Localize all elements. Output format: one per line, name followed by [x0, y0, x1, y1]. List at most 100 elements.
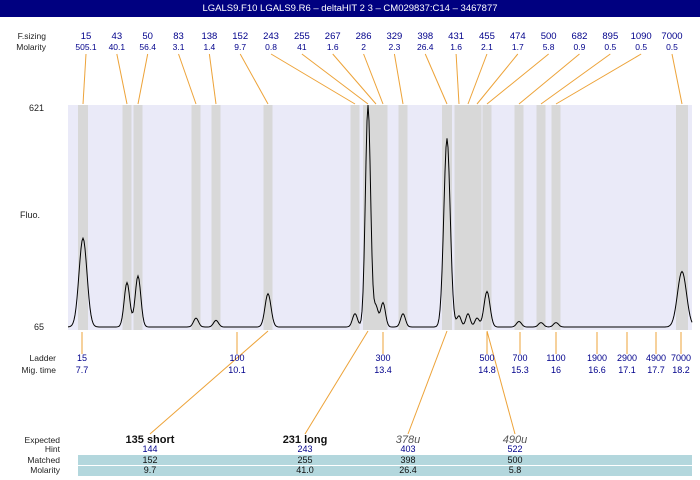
ladder-mig-time-value: 16	[551, 365, 561, 375]
ladder-size-value: 7000	[671, 353, 691, 363]
size-connector-line	[178, 53, 197, 105]
product-molarity-value: 9.7	[144, 465, 157, 475]
peak-molarity-value: 41	[297, 42, 307, 52]
size-connector-line	[671, 53, 683, 105]
product-matched-value: 500	[507, 455, 522, 465]
size-connector-line	[486, 53, 549, 105]
size-connector-line	[116, 53, 128, 105]
molarity-bottom-row-label: Molarity	[30, 465, 61, 475]
product-hint-value: 403	[400, 444, 415, 454]
peak-molarity-value: 26.4	[417, 42, 434, 52]
peak-band	[78, 105, 88, 330]
ladder-size-value: 300	[375, 353, 390, 363]
molarity-row-band	[78, 466, 692, 476]
peak-band	[133, 105, 143, 330]
peak-size-value: 83	[173, 31, 184, 42]
connector-lines-layer	[81, 53, 683, 435]
product-matched-value: 255	[297, 455, 312, 465]
peak-band	[371, 105, 381, 330]
ladder-size-value: 1900	[587, 353, 607, 363]
peak-band	[472, 105, 482, 330]
peak-size-value: 455	[479, 31, 495, 42]
ladder-size-value: 1100	[546, 353, 565, 363]
sizing-row-label: F.sizing	[18, 31, 47, 41]
ladder-mig-time-value: 10.1	[228, 365, 246, 375]
peak-molarity-value: 40.1	[109, 42, 126, 52]
peak-size-value: 267	[325, 31, 341, 42]
peak-band	[122, 105, 132, 330]
ladder-mig-time-value: 17.7	[647, 365, 665, 375]
peak-molarity-value: 56.4	[139, 42, 156, 52]
product-connector-line	[149, 330, 269, 435]
peak-band	[442, 105, 452, 330]
peak-band	[211, 105, 221, 330]
peak-band	[463, 105, 473, 330]
peak-molarity-value: 2.1	[481, 42, 493, 52]
window-title-bar: LGALS9.F10 LGALS9.R6 – deltaHIT 2 3 – CM…	[0, 0, 700, 17]
expected-product-name: 135 short	[126, 434, 175, 446]
window-title: LGALS9.F10 LGALS9.R6 – deltaHIT 2 3 – CM…	[202, 3, 498, 14]
size-connector-line	[540, 53, 611, 105]
ladder-size-value: 2900	[617, 353, 637, 363]
peak-band	[454, 105, 464, 330]
ladder-mig-time-value: 17.1	[618, 365, 636, 375]
size-connector-line	[137, 53, 149, 105]
size-connector-line	[363, 53, 384, 105]
peak-molarity-value: 0.5	[666, 42, 678, 52]
peak-molarity-value: 0.8	[265, 42, 277, 52]
peak-size-value: 152	[232, 31, 248, 42]
product-molarity-value: 5.8	[509, 465, 522, 475]
matched-row-band	[78, 455, 692, 465]
size-connector-line	[424, 53, 448, 105]
molarity-row-label: Molarity	[16, 42, 47, 52]
peak-band	[378, 105, 388, 330]
peak-band	[514, 105, 524, 330]
peak-size-value: 255	[294, 31, 310, 42]
value-labels-layer: 15505.14340.15056.4833.11381.41529.72430…	[75, 31, 691, 475]
trace-layer	[67, 104, 693, 328]
peak-size-value: 431	[448, 31, 464, 42]
mig-time-row-label: Mig. time	[22, 365, 57, 375]
peak-size-value: 329	[386, 31, 402, 42]
peak-band	[676, 105, 688, 330]
y-axis-min-label: 65	[34, 322, 44, 332]
peak-molarity-value: 2.3	[389, 42, 401, 52]
peak-molarity-value: 3.1	[173, 42, 185, 52]
ladder-size-value: 100	[229, 353, 244, 363]
peak-size-value: 243	[263, 31, 279, 42]
peak-molarity-value: 9.7	[234, 42, 246, 52]
expected-product-name: 378u	[396, 434, 420, 446]
peak-band	[398, 105, 408, 330]
size-connector-line	[82, 53, 87, 105]
peak-band	[482, 105, 492, 330]
product-hint-value: 243	[297, 444, 312, 454]
peak-size-value: 50	[142, 31, 153, 42]
product-matched-value: 152	[142, 455, 157, 465]
ladder-mig-time-value: 7.7	[76, 365, 89, 375]
peak-band	[536, 105, 546, 330]
ladder-mig-time-value: 13.4	[374, 365, 392, 375]
size-connector-line	[555, 53, 642, 105]
peak-molarity-value: 1.7	[512, 42, 524, 52]
product-connector-line	[304, 330, 369, 435]
product-hint-value: 144	[142, 444, 157, 454]
expected-row-label: Expected	[25, 435, 61, 445]
size-connector-line	[301, 53, 369, 105]
ladder-mig-time-value: 14.8	[478, 365, 496, 375]
product-molarity-value: 26.4	[399, 465, 417, 475]
peak-size-value: 15	[81, 31, 92, 42]
peak-molarity-value: 0.5	[604, 42, 616, 52]
size-connector-line	[332, 53, 377, 105]
ladder-size-value: 4900	[646, 353, 666, 363]
trace-line	[67, 104, 693, 328]
peak-band	[350, 105, 360, 330]
ladder-size-value: 500	[479, 353, 494, 363]
peak-bands-layer	[78, 105, 688, 330]
y-axis-title: Fluo.	[20, 210, 40, 220]
peak-size-value: 398	[417, 31, 433, 42]
peak-size-value: 682	[572, 31, 588, 42]
peak-size-value: 138	[201, 31, 217, 42]
ladder-mig-time-value: 16.6	[588, 365, 606, 375]
expected-product-name: 490u	[503, 434, 527, 446]
peak-size-value: 895	[602, 31, 618, 42]
